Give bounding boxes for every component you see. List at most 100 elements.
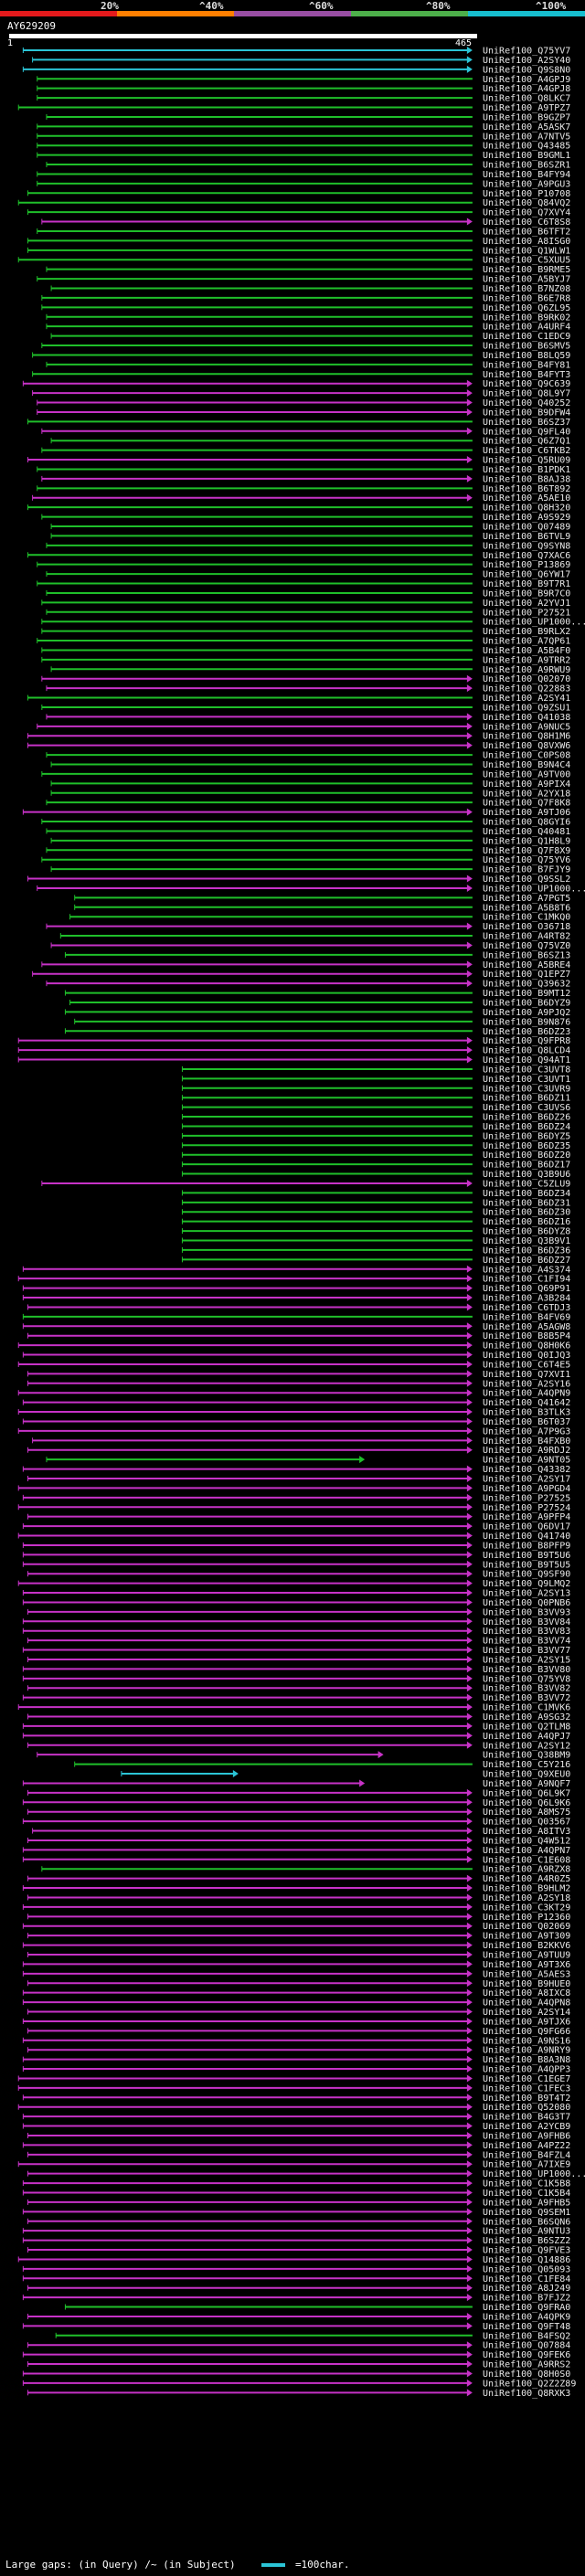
hit-label[interactable]: UniRef100_Q75YV7 bbox=[483, 47, 570, 57]
hit-label[interactable]: UniRef100_Q02070 bbox=[483, 674, 570, 684]
hit-row[interactable]: UniRef100_B6TVL9 bbox=[50, 532, 570, 542]
hit-row[interactable]: UniRef100_B4FXB0 bbox=[32, 1436, 571, 1447]
hit-label[interactable]: UniRef100_B6SZ13 bbox=[483, 950, 570, 960]
hit-row[interactable]: UniRef100_B9N4C4 bbox=[50, 760, 570, 770]
hit-label[interactable]: UniRef100_B3VV83 bbox=[483, 1627, 570, 1637]
hit-label[interactable]: UniRef100_Q07489 bbox=[483, 523, 570, 533]
hit-row[interactable]: UniRef100_C1MVK6 bbox=[17, 1703, 570, 1713]
hit-label[interactable]: UniRef100_Q14886 bbox=[483, 2255, 570, 2265]
hit-label[interactable]: UniRef100_C6T4E5 bbox=[483, 1360, 570, 1370]
hit-row[interactable]: UniRef100_B3VV72 bbox=[22, 1693, 570, 1703]
hit-label[interactable]: UniRef100_B6DYZ8 bbox=[483, 1227, 570, 1237]
hit-label[interactable]: UniRef100_A9T3X6 bbox=[483, 1960, 570, 1970]
hit-row[interactable]: UniRef100_A4QPK9 bbox=[27, 2312, 570, 2322]
hit-label[interactable]: UniRef100_Q3B9U6 bbox=[483, 1170, 570, 1180]
hit-row[interactable]: UniRef100_A9TPZ7 bbox=[17, 103, 570, 113]
hit-label[interactable]: UniRef100_Q7XVI1 bbox=[483, 1370, 570, 1380]
hit-row[interactable]: UniRef100_A9FHB6 bbox=[27, 2131, 570, 2141]
hit-row[interactable]: UniRef100_A2YCB9 bbox=[22, 2122, 570, 2132]
hit-label[interactable]: UniRef100_B9T4T2 bbox=[483, 2094, 570, 2104]
hit-row[interactable]: UniRef100_B6SZZ2 bbox=[22, 2236, 570, 2246]
hit-row[interactable]: UniRef100_Q9S8N0 bbox=[22, 65, 570, 75]
hit-row[interactable]: UniRef100_C5XUU5 bbox=[17, 256, 570, 266]
hit-label[interactable]: UniRef100_A8ITV3 bbox=[483, 1827, 570, 1837]
hit-label[interactable]: UniRef100_B9MT12 bbox=[483, 989, 570, 999]
hit-row[interactable]: UniRef100_B3VV93 bbox=[27, 1607, 570, 1617]
hit-label[interactable]: UniRef100_B6DZ24 bbox=[483, 1122, 570, 1132]
hit-label[interactable]: UniRef100_B8LQ59 bbox=[483, 351, 570, 361]
hit-label[interactable]: UniRef100_A5AGW8 bbox=[483, 1322, 570, 1332]
hit-label[interactable]: UniRef100_Q2TLM8 bbox=[483, 1722, 570, 1732]
hit-row[interactable]: UniRef100_Q39632 bbox=[46, 980, 570, 990]
hit-label[interactable]: UniRef100_B9HUE0 bbox=[483, 1979, 570, 1989]
hit-row[interactable]: UniRef100_B6DZ26 bbox=[181, 1113, 570, 1123]
hit-label[interactable]: UniRef100_B6DYZ5 bbox=[483, 1131, 570, 1141]
hit-row[interactable]: UniRef100_A9PGU3 bbox=[37, 179, 571, 189]
hit-row[interactable]: UniRef100_A5AES3 bbox=[22, 1969, 570, 1979]
hit-row[interactable]: UniRef100_Q3B9U6 bbox=[181, 1170, 570, 1180]
hit-label[interactable]: UniRef100_C6T8S8 bbox=[483, 217, 570, 228]
hit-row[interactable]: UniRef100_Q9SF90 bbox=[27, 1570, 570, 1580]
hit-label[interactable]: UniRef100_A9NRY9 bbox=[483, 2046, 570, 2056]
hit-label[interactable]: UniRef100_Q9SYN8 bbox=[483, 541, 570, 551]
hit-label[interactable]: UniRef100_B6DYZ9 bbox=[483, 999, 570, 1009]
hit-row[interactable]: UniRef100_B8B5P4 bbox=[27, 1331, 570, 1341]
hit-label[interactable]: UniRef100_Q05093 bbox=[483, 2264, 570, 2274]
hit-row[interactable]: UniRef100_B9MT12 bbox=[64, 989, 570, 999]
hit-row[interactable]: UniRef100_B9GML1 bbox=[37, 151, 571, 161]
hit-row[interactable]: UniRef100_C6T4E5 bbox=[17, 1360, 570, 1370]
hit-row[interactable]: UniRef100_A4S374 bbox=[22, 1265, 570, 1275]
hit-label[interactable]: UniRef100_A4URF4 bbox=[483, 323, 570, 333]
hit-label[interactable]: UniRef100_B4FZL4 bbox=[483, 2150, 570, 2160]
hit-row[interactable]: UniRef100_Q4W512 bbox=[27, 1836, 570, 1846]
hit-label[interactable]: UniRef100_Q8LCD4 bbox=[483, 1046, 570, 1056]
hit-row[interactable]: UniRef100_B9T5U6 bbox=[22, 1551, 570, 1561]
hit-label[interactable]: UniRef100_A8J249 bbox=[483, 2284, 570, 2294]
hit-label[interactable]: UniRef100_A5ASK7 bbox=[483, 122, 570, 133]
hit-row[interactable]: UniRef100_B9T5U5 bbox=[22, 1560, 570, 1570]
hit-row[interactable]: UniRef100_Q7XVY4 bbox=[27, 208, 570, 218]
hit-row[interactable]: UniRef100_A2SY17 bbox=[27, 1475, 570, 1485]
hit-row[interactable]: UniRef100_B8AJ38 bbox=[41, 474, 570, 484]
hit-label[interactable]: UniRef100_B9R7C0 bbox=[483, 588, 570, 599]
hit-label[interactable]: UniRef100_B4G3T7 bbox=[483, 2113, 570, 2123]
hit-label[interactable]: UniRef100_B4FY81 bbox=[483, 360, 570, 370]
hit-row[interactable]: UniRef100_Q5RU09 bbox=[27, 456, 570, 466]
hit-label[interactable]: UniRef100_B6TFT2 bbox=[483, 227, 570, 237]
hit-row[interactable]: UniRef100_C3UVS6 bbox=[181, 1103, 570, 1113]
hit-row[interactable]: UniRef100_A7NTV5 bbox=[37, 132, 571, 142]
hit-row[interactable]: UniRef100_Q8LCD4 bbox=[17, 1046, 570, 1056]
hit-label[interactable]: UniRef100_B3VV80 bbox=[483, 1665, 570, 1675]
hit-row[interactable]: UniRef100_C3KT29 bbox=[22, 1903, 570, 1913]
hit-label[interactable]: UniRef100_B9N876 bbox=[483, 1017, 570, 1027]
hit-row[interactable]: UniRef100_B1PDK1 bbox=[37, 465, 571, 475]
hit-label[interactable]: UniRef100_A5AES3 bbox=[483, 1969, 570, 1979]
hit-label[interactable]: UniRef100_Q75VZ0 bbox=[483, 941, 570, 951]
hit-label[interactable]: UniRef100_A2SY41 bbox=[483, 694, 570, 704]
hit-label[interactable]: UniRef100_A8MS75 bbox=[483, 1807, 570, 1818]
hit-label[interactable]: UniRef100_C6TDJ3 bbox=[483, 1303, 570, 1313]
hit-label[interactable]: UniRef100_A9NQF7 bbox=[483, 1779, 570, 1789]
hit-row[interactable]: UniRef100_B6DYZ8 bbox=[181, 1227, 570, 1237]
hit-label[interactable]: UniRef100_Q0IJQ3 bbox=[483, 1351, 570, 1361]
hit-row[interactable]: UniRef100_B6SZ13 bbox=[64, 950, 570, 960]
hit-row[interactable]: UniRef100_Q7XVI1 bbox=[27, 1370, 570, 1380]
hit-row[interactable]: UniRef100_B3VV77 bbox=[22, 1646, 570, 1656]
hit-label[interactable]: UniRef100_C5Y216 bbox=[483, 1760, 570, 1770]
hit-row[interactable]: UniRef100_C1EDC9 bbox=[50, 332, 570, 342]
hit-row[interactable]: UniRef100_Q41038 bbox=[46, 713, 570, 723]
hit-label[interactable]: UniRef100_A9NT05 bbox=[483, 1456, 570, 1466]
hit-row[interactable]: UniRef100_B7FJZ2 bbox=[22, 2294, 570, 2304]
hit-label[interactable]: UniRef100_Q94AT1 bbox=[483, 1055, 570, 1065]
hit-row[interactable]: UniRef100_A7IXE9 bbox=[17, 2160, 570, 2170]
hit-row[interactable]: UniRef100_A2SY41 bbox=[27, 694, 570, 704]
hit-row[interactable]: UniRef100_A9TV00 bbox=[41, 769, 570, 779]
hit-label[interactable]: UniRef100_A4QPN9 bbox=[483, 1389, 570, 1399]
hit-row[interactable]: UniRef100_A9TJX6 bbox=[22, 2017, 570, 2027]
hit-label[interactable]: UniRef100_A4QPK9 bbox=[483, 2312, 570, 2322]
hit-label[interactable]: UniRef100_C3UVR9 bbox=[483, 1084, 570, 1094]
hit-row[interactable]: UniRef100_B6SZR1 bbox=[46, 161, 570, 171]
hit-row[interactable]: UniRef100_A8IXC8 bbox=[22, 1988, 570, 1998]
hit-row[interactable]: UniRef100_Q8GYI6 bbox=[41, 818, 570, 828]
hit-row[interactable]: UniRef100_A8MS75 bbox=[27, 1807, 570, 1818]
